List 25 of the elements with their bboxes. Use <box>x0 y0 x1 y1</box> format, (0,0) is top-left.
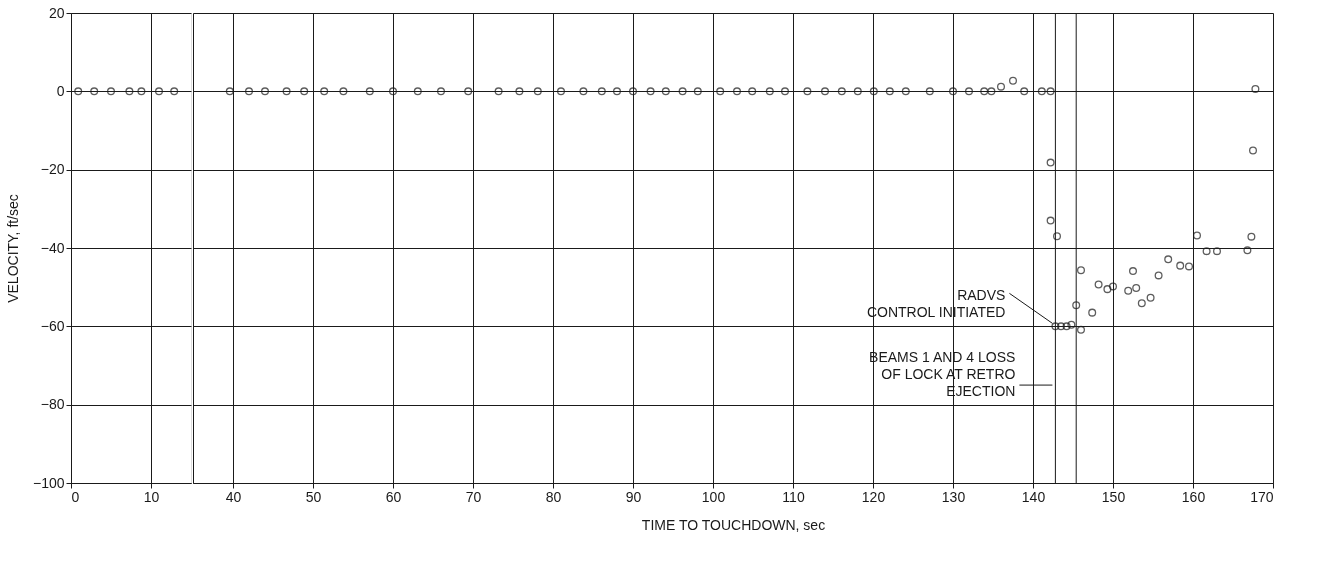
x-tick-label: 60 <box>385 488 402 505</box>
x-tick-label: 0 <box>71 488 80 505</box>
x-tick-label: 120 <box>861 488 886 505</box>
x-tick-label: 130 <box>941 488 966 505</box>
y-tick-label: −60 <box>40 317 65 334</box>
x-tick-label: 70 <box>465 488 482 505</box>
x-tick-label: 170 <box>1250 488 1274 505</box>
x-tick-label: 100 <box>701 488 726 505</box>
y-tick-label: −40 <box>40 239 65 256</box>
y-axis-title: VELOCITY, ft/sec <box>4 194 21 303</box>
y-tick-label: −20 <box>40 161 65 178</box>
x-tick-label: 10 <box>143 488 160 505</box>
x-tick-label: 90 <box>625 488 642 505</box>
y-tick-label: 0 <box>56 82 65 99</box>
y-tick-label: −100 <box>32 474 65 491</box>
x-tick-label: 110 <box>782 488 805 505</box>
x-tick-label: 40 <box>225 488 242 505</box>
x-tick-label: 80 <box>545 488 562 505</box>
y-tick-label: 20 <box>48 4 65 21</box>
x-tick-label: 150 <box>1101 488 1126 505</box>
x-tick-label: 50 <box>305 488 322 505</box>
x-tick-label: 160 <box>1181 488 1206 505</box>
y-tick-label: −80 <box>40 396 65 413</box>
x-tick-label: 140 <box>1021 488 1046 505</box>
x-axis-title: TIME TO TOUCHDOWN, sec <box>641 516 826 533</box>
